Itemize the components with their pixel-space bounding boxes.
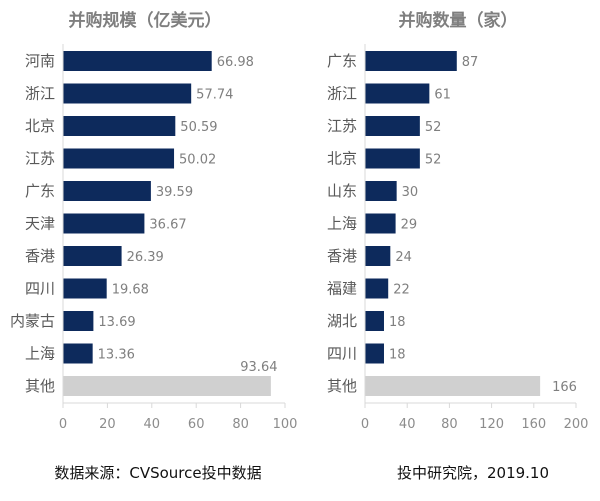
right-category-label: 其他 xyxy=(327,377,357,395)
left-category-label: 广东 xyxy=(25,182,55,200)
left-category-label: 内蒙古 xyxy=(10,312,55,330)
right-chart-title: 并购数量（家） xyxy=(399,10,518,31)
right-category-label: 福建 xyxy=(327,280,357,298)
right-category-label: 湖北 xyxy=(327,312,357,330)
left-bar xyxy=(63,343,93,364)
left-data-label: 57.74 xyxy=(196,88,233,103)
right-bar xyxy=(365,246,391,266)
right-chart: 广东 87 浙江 61 江苏 52 北京 52 山东 30 上海 29 香港 24 福建 22 湖北 18 四川 18… xyxy=(327,44,588,432)
right-category-label: 北京 xyxy=(327,150,357,168)
right-bar xyxy=(365,278,389,299)
right-bar xyxy=(365,116,420,136)
footer-source: 数据来源：CVSource投中数据 xyxy=(54,464,261,482)
left-data-label: 50.59 xyxy=(180,120,217,135)
right-category-label: 江苏 xyxy=(327,117,357,135)
left-bar xyxy=(63,376,271,396)
left-category-label: 天津 xyxy=(25,215,55,233)
right-data-label: 52 xyxy=(425,153,442,168)
left-data-label: 50.02 xyxy=(179,153,216,168)
left-data-label: 26.39 xyxy=(127,250,164,265)
left-data-label: 13.69 xyxy=(98,315,135,330)
right-tick-label: 80 xyxy=(441,417,458,432)
right-category-label: 山东 xyxy=(327,182,357,200)
right-tick-label: 200 xyxy=(564,417,589,432)
right-data-label: 24 xyxy=(395,250,412,265)
left-bar xyxy=(63,278,107,299)
right-bar xyxy=(365,376,541,396)
right-bar xyxy=(365,148,420,169)
right-bar xyxy=(365,181,397,201)
left-category-label: 其他 xyxy=(25,377,55,395)
right-data-label: 52 xyxy=(425,120,442,135)
left-chart: 河南 66.98 浙江 57.74 北京 50.59 江苏 50.02 广东 39.59 天津 36.… xyxy=(10,44,297,432)
left-bar xyxy=(63,116,176,136)
right-tick-label: 120 xyxy=(479,417,504,432)
right-tick-label: 0 xyxy=(361,417,369,432)
left-category-label: 北京 xyxy=(25,117,55,135)
left-data-label: 19.68 xyxy=(112,283,149,298)
left-bar xyxy=(63,213,145,234)
right-data-label: 166 xyxy=(552,380,577,395)
left-bar xyxy=(63,148,175,169)
left-bar xyxy=(63,83,192,104)
left-data-label: 36.67 xyxy=(149,218,186,233)
left-tick-label: 40 xyxy=(144,417,161,432)
right-category-label: 广东 xyxy=(327,52,357,70)
left-category-label: 香港 xyxy=(25,247,55,265)
footer-credit: 投中研究院，2019.10 xyxy=(397,464,549,482)
right-data-label: 29 xyxy=(401,218,418,233)
left-bar xyxy=(63,181,151,201)
right-data-label: 18 xyxy=(389,315,406,330)
left-data-label: 13.36 xyxy=(98,348,135,363)
right-category-label: 浙江 xyxy=(327,85,357,103)
left-tick-label: 60 xyxy=(188,417,205,432)
right-category-label: 上海 xyxy=(327,215,357,233)
right-data-label: 18 xyxy=(389,348,406,363)
right-data-label: 87 xyxy=(462,55,479,70)
left-category-label: 河南 xyxy=(25,52,55,70)
right-bar xyxy=(365,213,396,234)
right-bar xyxy=(365,51,457,71)
left-bar xyxy=(63,51,212,71)
right-data-label: 61 xyxy=(434,88,451,103)
left-bar xyxy=(63,311,94,331)
left-bar xyxy=(63,246,122,266)
left-tick-label: 100 xyxy=(273,417,298,432)
left-tick-label: 0 xyxy=(59,417,67,432)
right-bar xyxy=(365,311,384,331)
left-tick-label: 20 xyxy=(99,417,116,432)
left-category-label: 上海 xyxy=(25,345,55,363)
right-tick-label: 160 xyxy=(521,417,546,432)
right-category-label: 四川 xyxy=(327,345,357,363)
left-chart-title: 并购规模（亿美元） xyxy=(69,10,222,31)
right-data-label: 22 xyxy=(393,283,410,298)
left-category-label: 浙江 xyxy=(25,85,55,103)
right-bar xyxy=(365,83,430,104)
left-tick-label: 80 xyxy=(232,417,249,432)
left-category-label: 江苏 xyxy=(25,150,55,168)
left-data-label: 93.64 xyxy=(240,360,277,375)
right-tick-label: 40 xyxy=(399,417,416,432)
right-category-label: 香港 xyxy=(327,247,357,265)
left-data-label: 39.59 xyxy=(156,185,193,200)
right-bar xyxy=(365,343,384,364)
right-data-label: 30 xyxy=(402,185,419,200)
left-data-label: 66.98 xyxy=(217,55,254,70)
left-category-label: 四川 xyxy=(25,280,55,298)
